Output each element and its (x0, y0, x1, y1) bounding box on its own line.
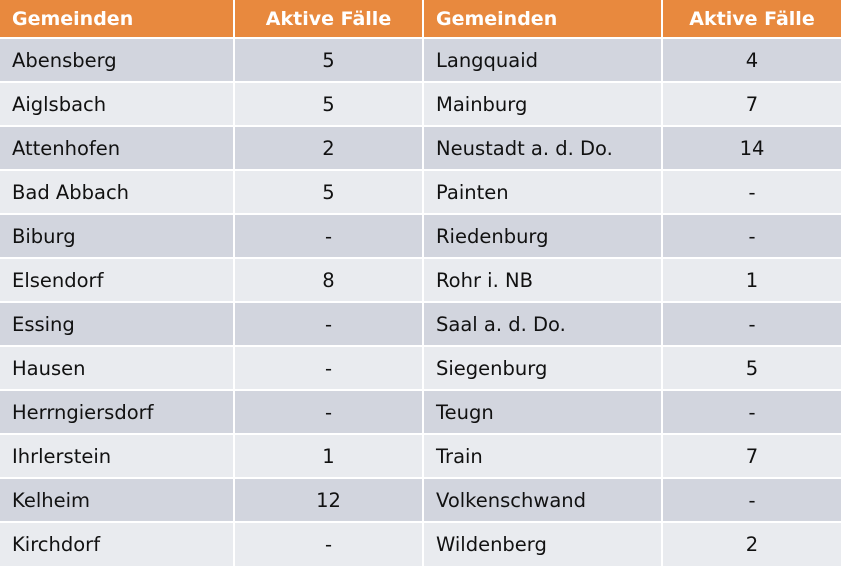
right-gemeinde-cell: Siegenburg (423, 346, 663, 391)
right-aktive-faelle-cell: - (662, 302, 841, 347)
left-gemeinde-cell: Bad Abbach (0, 170, 235, 215)
header-gemeinden-right: Gemeinden (423, 0, 663, 39)
right-gemeinde-cell: Saal a. d. Do. (423, 302, 663, 347)
right-gemeinde-cell: Teugn (423, 390, 663, 435)
right-aktive-faelle-cell: 7 (662, 434, 841, 479)
left-aktive-faelle-cell: - (234, 522, 424, 566)
right-gemeinde-cell: Train (423, 434, 663, 479)
left-aktive-faelle-cell: 5 (234, 170, 424, 215)
left-aktive-faelle-cell: 1 (234, 434, 424, 479)
left-gemeinde-cell: Kelheim (0, 478, 235, 523)
left-aktive-faelle-cell: 5 (234, 38, 424, 83)
table-row: Essing - Saal a. d. Do. - (0, 302, 841, 347)
table-row: Kelheim 12 Volkenschwand - (0, 478, 841, 523)
right-aktive-faelle-cell: 4 (662, 38, 841, 83)
left-gemeinde-cell: Ihrlerstein (0, 434, 235, 479)
left-aktive-faelle-cell: - (234, 346, 424, 391)
table-row: Elsendorf 8 Rohr i. NB 1 (0, 258, 841, 303)
table-row: Abensberg 5 Langquaid 4 (0, 38, 841, 83)
left-aktive-faelle-cell: 12 (234, 478, 424, 523)
header-row: Gemeinden Aktive Fälle Gemeinden Aktive … (0, 0, 841, 39)
right-aktive-faelle-cell: 1 (662, 258, 841, 303)
right-aktive-faelle-cell: 2 (662, 522, 841, 566)
right-aktive-faelle-cell: 7 (662, 82, 841, 127)
left-aktive-faelle-cell: - (234, 302, 424, 347)
table-row: Bad Abbach 5 Painten - (0, 170, 841, 215)
right-gemeinde-cell: Mainburg (423, 82, 663, 127)
right-gemeinde-cell: Volkenschwand (423, 478, 663, 523)
left-aktive-faelle-cell: 2 (234, 126, 424, 171)
left-aktive-faelle-cell: - (234, 214, 424, 259)
left-aktive-faelle-cell: 8 (234, 258, 424, 303)
right-aktive-faelle-cell: - (662, 214, 841, 259)
left-gemeinde-cell: Kirchdorf (0, 522, 235, 566)
table-row: Herrngiersdorf - Teugn - (0, 390, 841, 435)
right-gemeinde-cell: Neustadt a. d. Do. (423, 126, 663, 171)
right-gemeinde-cell: Rohr i. NB (423, 258, 663, 303)
left-gemeinde-cell: Abensberg (0, 38, 235, 83)
left-gemeinde-cell: Attenhofen (0, 126, 235, 171)
header-aktive-faelle-right: Aktive Fälle (662, 0, 841, 39)
right-aktive-faelle-cell: - (662, 170, 841, 215)
table-row: Attenhofen 2 Neustadt a. d. Do. 14 (0, 126, 841, 171)
header-aktive-faelle-left: Aktive Fälle (234, 0, 424, 39)
table-row: Aiglsbach 5 Mainburg 7 (0, 82, 841, 127)
right-gemeinde-cell: Painten (423, 170, 663, 215)
right-aktive-faelle-cell: 14 (662, 126, 841, 171)
left-gemeinde-cell: Herrngiersdorf (0, 390, 235, 435)
table-row: Biburg - Riedenburg - (0, 214, 841, 259)
table-row: Hausen - Siegenburg 5 (0, 346, 841, 391)
left-gemeinde-cell: Essing (0, 302, 235, 347)
table-row: Kirchdorf - Wildenberg 2 (0, 522, 841, 566)
table-body: Abensberg 5 Langquaid 4 Aiglsbach 5 Mainburg 7 A… (0, 38, 841, 566)
right-gemeinde-cell: Langquaid (423, 38, 663, 83)
left-gemeinde-cell: Hausen (0, 346, 235, 391)
right-aktive-faelle-cell: - (662, 390, 841, 435)
right-gemeinde-cell: Riedenburg (423, 214, 663, 259)
left-aktive-faelle-cell: 5 (234, 82, 424, 127)
right-gemeinde-cell: Wildenberg (423, 522, 663, 566)
left-gemeinde-cell: Elsendorf (0, 258, 235, 303)
left-gemeinde-cell: Biburg (0, 214, 235, 259)
right-aktive-faelle-cell: 5 (662, 346, 841, 391)
table-header: Gemeinden Aktive Fälle Gemeinden Aktive … (0, 0, 841, 39)
left-aktive-faelle-cell: - (234, 390, 424, 435)
right-aktive-faelle-cell: - (662, 478, 841, 523)
left-gemeinde-cell: Aiglsbach (0, 82, 235, 127)
table-row: Ihrlerstein 1 Train 7 (0, 434, 841, 479)
header-gemeinden-left: Gemeinden (0, 0, 235, 39)
